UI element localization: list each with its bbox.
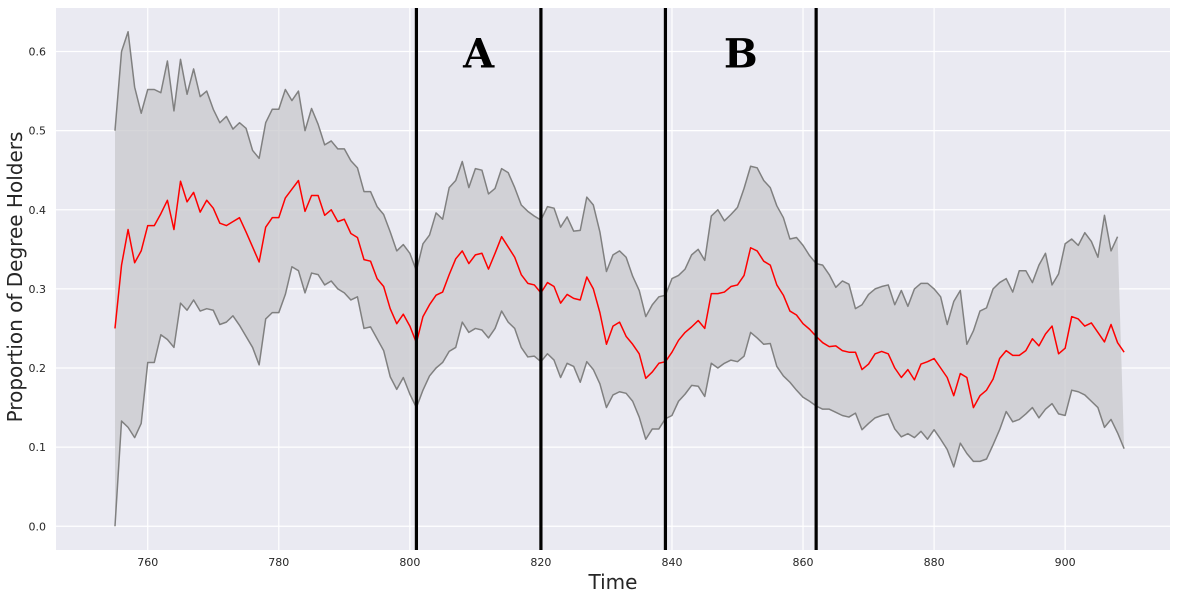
y-axis-title: Proportion of Degree Holders xyxy=(3,132,27,423)
y-tick-label: 0.5 xyxy=(29,125,47,138)
y-tick-label: 0.0 xyxy=(29,520,47,533)
mean-line xyxy=(114,179,1125,409)
x-tick-label: 820 xyxy=(530,556,551,569)
period-label-a: A xyxy=(462,30,495,77)
x-tick-label: 880 xyxy=(924,556,945,569)
confidence-band xyxy=(114,31,1125,527)
x-tick-label: 840 xyxy=(661,556,682,569)
y-tick-label: 0.3 xyxy=(29,283,47,296)
upper-bound-line xyxy=(114,30,1119,346)
x-tick-label: 800 xyxy=(399,556,420,569)
x-tick-label: 860 xyxy=(793,556,814,569)
period-boundaries xyxy=(414,8,818,550)
period-label-b: B xyxy=(724,30,758,77)
x-axis-ticks: 760 780 800 820 840 860 880 900 xyxy=(137,556,1075,569)
y-tick-label: 0.2 xyxy=(29,362,47,375)
x-tick-label: 900 xyxy=(1055,556,1076,569)
y-axis-ticks: 0.0 0.1 0.2 0.3 0.4 0.5 0.6 xyxy=(29,46,47,534)
x-axis-title: Time xyxy=(588,570,638,594)
y-tick-label: 0.6 xyxy=(29,46,47,59)
lower-bound-line xyxy=(114,265,1125,527)
x-tick-label: 780 xyxy=(268,556,289,569)
y-tick-label: 0.4 xyxy=(29,204,47,217)
y-tick-label: 0.1 xyxy=(29,441,47,454)
x-tick-label: 760 xyxy=(137,556,158,569)
